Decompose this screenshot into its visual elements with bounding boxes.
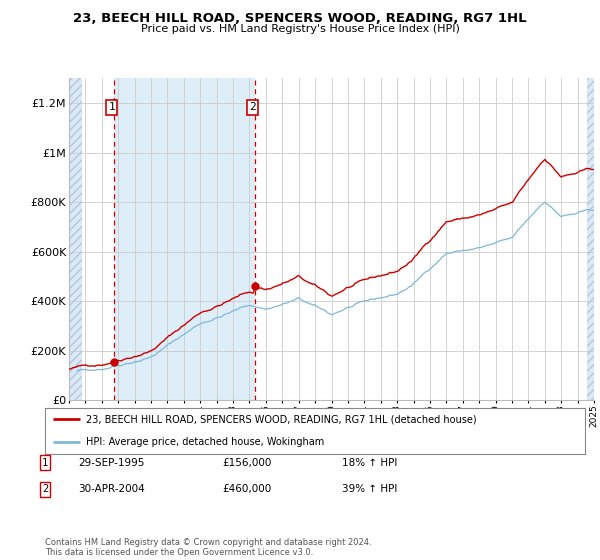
Text: 1: 1 — [42, 458, 48, 468]
Bar — [587, 78, 594, 400]
Bar — [69, 78, 82, 400]
Bar — [114, 78, 255, 400]
Text: 23, BEECH HILL ROAD, SPENCERS WOOD, READING, RG7 1HL (detached house): 23, BEECH HILL ROAD, SPENCERS WOOD, READ… — [86, 414, 476, 424]
Text: 29-SEP-1995: 29-SEP-1995 — [78, 458, 145, 468]
Text: £460,000: £460,000 — [222, 484, 271, 494]
Text: 30-APR-2004: 30-APR-2004 — [78, 484, 145, 494]
Text: 2: 2 — [42, 484, 48, 494]
Bar — [587, 78, 594, 400]
Text: HPI: Average price, detached house, Wokingham: HPI: Average price, detached house, Woki… — [86, 437, 324, 447]
Text: £156,000: £156,000 — [222, 458, 271, 468]
Text: Price paid vs. HM Land Registry's House Price Index (HPI): Price paid vs. HM Land Registry's House … — [140, 24, 460, 34]
Text: 2: 2 — [249, 102, 256, 113]
Text: 1: 1 — [108, 102, 115, 113]
Text: 23, BEECH HILL ROAD, SPENCERS WOOD, READING, RG7 1HL: 23, BEECH HILL ROAD, SPENCERS WOOD, READ… — [73, 12, 527, 25]
Text: 18% ↑ HPI: 18% ↑ HPI — [342, 458, 397, 468]
Text: Contains HM Land Registry data © Crown copyright and database right 2024.
This d: Contains HM Land Registry data © Crown c… — [45, 538, 371, 557]
Bar — [69, 78, 82, 400]
Text: 39% ↑ HPI: 39% ↑ HPI — [342, 484, 397, 494]
